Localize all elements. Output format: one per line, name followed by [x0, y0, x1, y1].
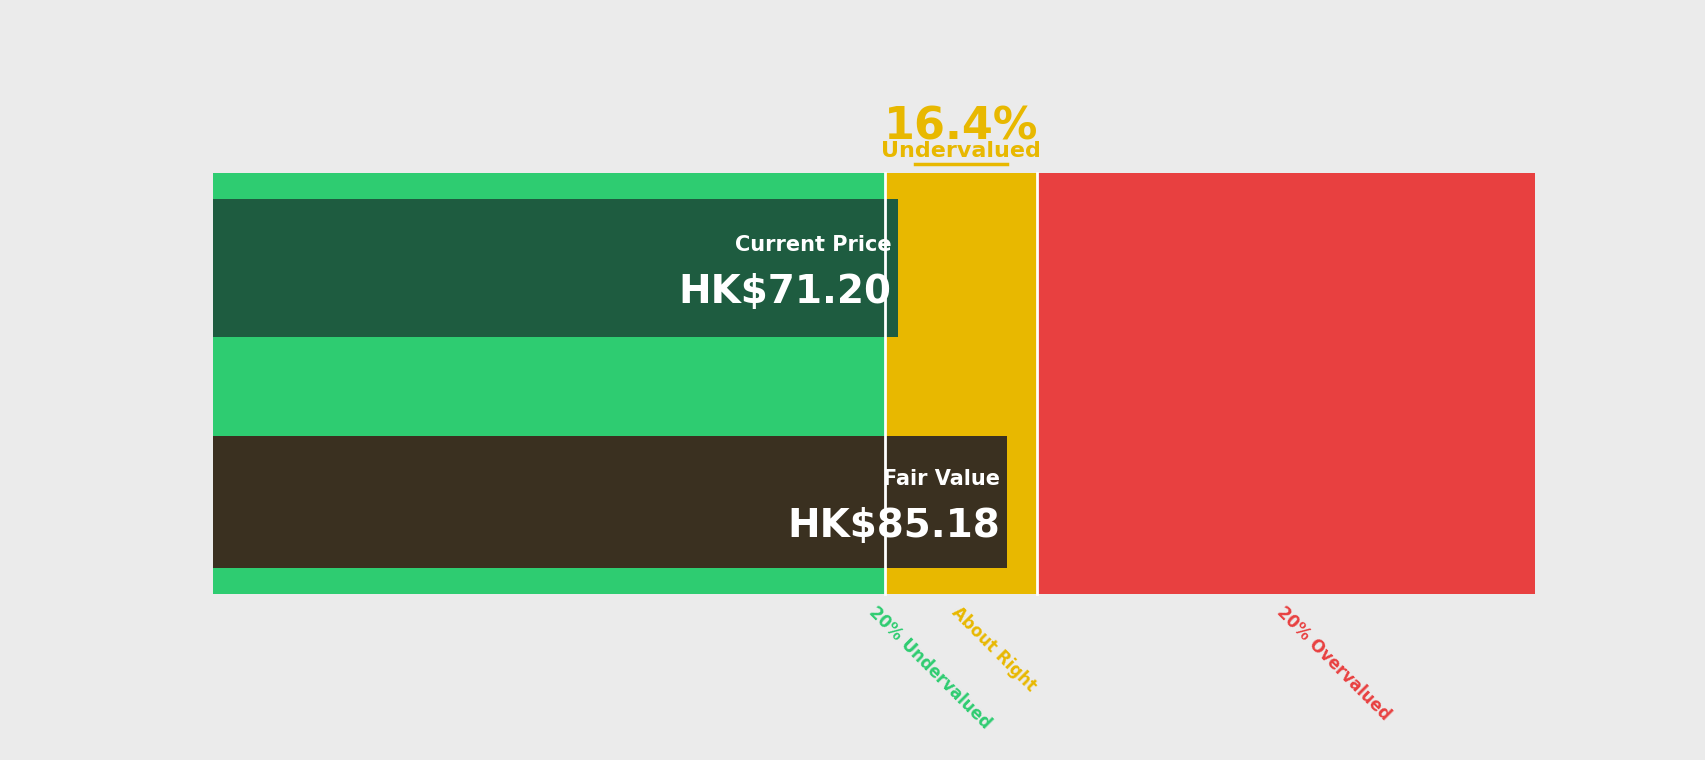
Bar — [1037, 173, 1534, 594]
Bar — [213, 199, 897, 337]
Bar — [885, 173, 1037, 594]
Bar — [213, 436, 1006, 568]
Bar — [213, 173, 885, 594]
Text: 20% Overvalued: 20% Overvalued — [1272, 603, 1393, 724]
Bar — [213, 410, 885, 436]
Text: 20% Undervalued: 20% Undervalued — [864, 603, 994, 733]
Bar — [213, 568, 885, 594]
Bar — [213, 173, 885, 199]
Text: HK$85.18: HK$85.18 — [786, 507, 999, 545]
Text: 16.4%: 16.4% — [883, 106, 1038, 149]
Bar — [213, 337, 885, 363]
Text: Undervalued: Undervalued — [880, 141, 1040, 161]
Text: Current Price: Current Price — [735, 235, 892, 255]
Text: Fair Value: Fair Value — [883, 469, 999, 489]
Text: HK$71.20: HK$71.20 — [679, 273, 892, 311]
Text: About Right: About Right — [948, 603, 1040, 695]
